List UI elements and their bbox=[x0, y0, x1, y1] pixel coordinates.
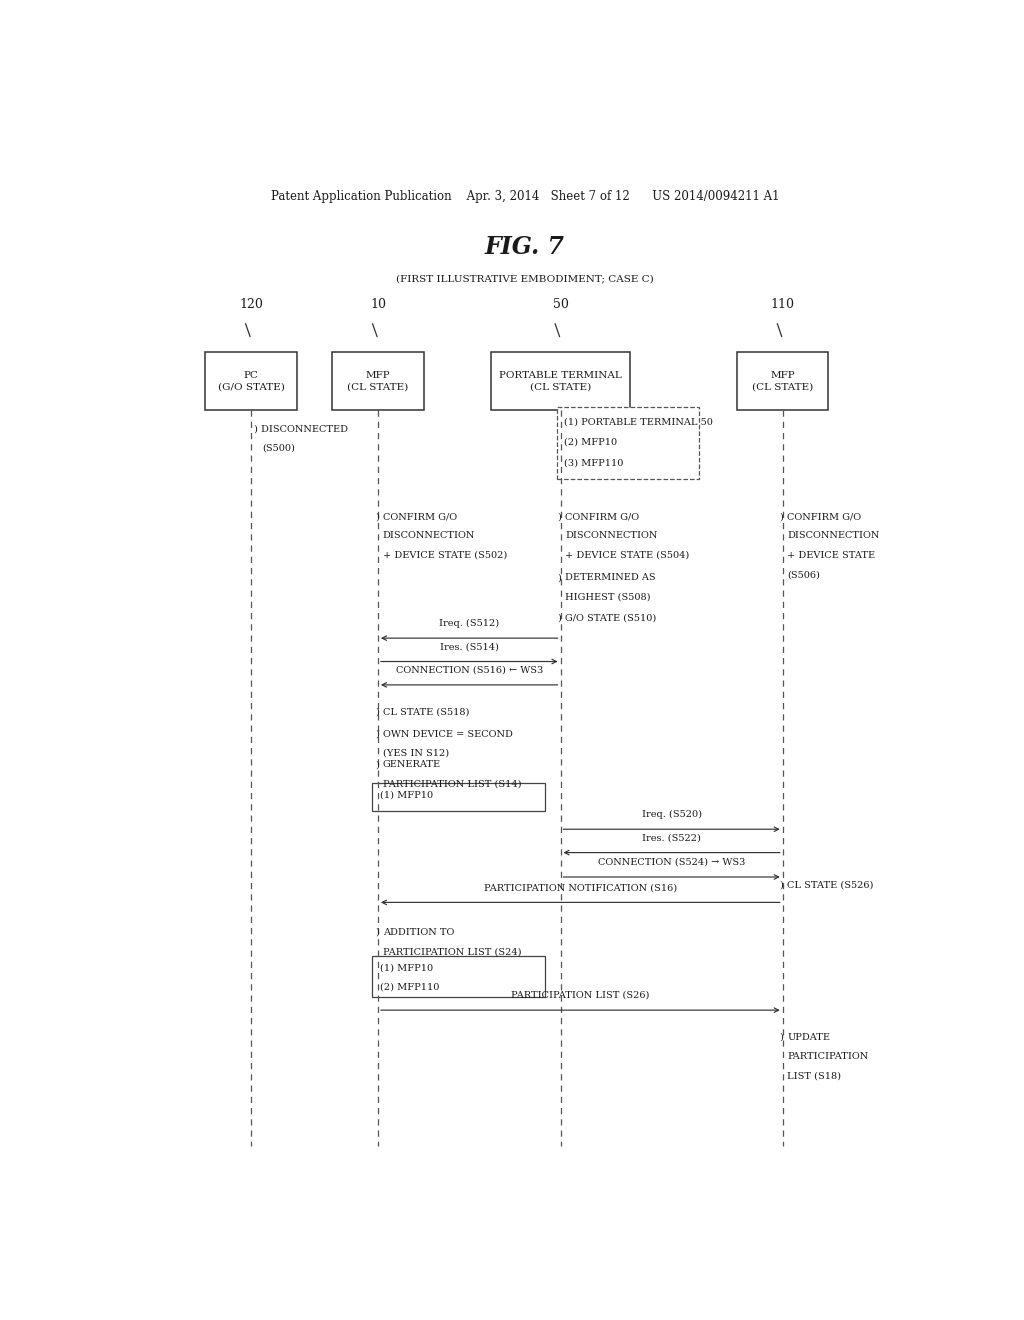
Text: OWN DEVICE = SECOND: OWN DEVICE = SECOND bbox=[383, 730, 513, 739]
Text: PARTICIPATION LIST (S26): PARTICIPATION LIST (S26) bbox=[511, 991, 649, 1001]
Text: ): ) bbox=[557, 614, 561, 623]
Text: (S506): (S506) bbox=[787, 570, 820, 579]
Text: 10: 10 bbox=[370, 298, 386, 312]
Text: CONFIRM G/O: CONFIRM G/O bbox=[787, 512, 861, 521]
Text: GENERATE: GENERATE bbox=[383, 760, 441, 770]
Text: UPDATE: UPDATE bbox=[787, 1032, 830, 1041]
Text: ): ) bbox=[375, 928, 379, 937]
Text: G/O STATE (S510): G/O STATE (S510) bbox=[565, 614, 656, 623]
Text: ): ) bbox=[375, 730, 379, 739]
Text: ): ) bbox=[375, 760, 379, 770]
Bar bbox=[372, 784, 545, 810]
Text: Ireq. (S520): Ireq. (S520) bbox=[642, 810, 701, 818]
Bar bbox=[372, 956, 545, 997]
Text: CONFIRM G/O: CONFIRM G/O bbox=[565, 512, 639, 521]
Text: (2) MFP110: (2) MFP110 bbox=[380, 982, 439, 991]
Text: PC
(G/O STATE): PC (G/O STATE) bbox=[217, 371, 285, 391]
Text: + DEVICE STATE (S502): + DEVICE STATE (S502) bbox=[383, 550, 507, 560]
Bar bbox=[206, 351, 297, 411]
Text: ): ) bbox=[557, 573, 561, 582]
Text: CL STATE (S518): CL STATE (S518) bbox=[383, 708, 469, 717]
Text: Ireq. (S512): Ireq. (S512) bbox=[439, 619, 500, 628]
Text: MFP
(CL STATE): MFP (CL STATE) bbox=[752, 371, 813, 391]
Bar bbox=[333, 351, 424, 411]
Text: PARTICIPATION: PARTICIPATION bbox=[787, 1052, 868, 1061]
Text: (1) PORTABLE TERMINAL 50: (1) PORTABLE TERMINAL 50 bbox=[564, 417, 714, 426]
Text: MFP
(CL STATE): MFP (CL STATE) bbox=[347, 371, 409, 391]
Text: (3) MFP110: (3) MFP110 bbox=[564, 458, 624, 467]
Text: ): ) bbox=[779, 880, 783, 890]
Text: ): ) bbox=[375, 708, 379, 717]
Text: Ires. (S522): Ires. (S522) bbox=[642, 833, 701, 842]
Text: CONNECTION (S516) ← WS3: CONNECTION (S516) ← WS3 bbox=[395, 665, 543, 675]
Text: (S500): (S500) bbox=[262, 444, 295, 453]
Bar bbox=[492, 351, 630, 411]
Text: (2) MFP10: (2) MFP10 bbox=[564, 438, 617, 447]
Text: FIG. 7: FIG. 7 bbox=[484, 235, 565, 259]
Text: PARTICIPATION LIST (S14): PARTICIPATION LIST (S14) bbox=[383, 779, 521, 788]
Text: CONNECTION (S524) → WS3: CONNECTION (S524) → WS3 bbox=[598, 858, 745, 867]
Bar bbox=[557, 408, 699, 479]
Text: PORTABLE TERMINAL
(CL STATE): PORTABLE TERMINAL (CL STATE) bbox=[499, 371, 622, 391]
Text: (YES IN S12): (YES IN S12) bbox=[383, 748, 449, 758]
Text: 120: 120 bbox=[239, 298, 263, 312]
Text: ): ) bbox=[779, 1032, 783, 1041]
Text: ): ) bbox=[779, 512, 783, 521]
Text: HIGHEST (S508): HIGHEST (S508) bbox=[565, 593, 651, 602]
Text: 110: 110 bbox=[771, 298, 795, 312]
Text: ADDITION TO: ADDITION TO bbox=[383, 928, 454, 937]
Text: + DEVICE STATE (S504): + DEVICE STATE (S504) bbox=[565, 550, 689, 560]
Bar bbox=[737, 351, 828, 411]
Text: + DEVICE STATE: + DEVICE STATE bbox=[787, 550, 876, 560]
Text: LIST (S18): LIST (S18) bbox=[787, 1071, 842, 1080]
Text: (FIRST ILLUSTRATIVE EMBODIMENT; CASE C): (FIRST ILLUSTRATIVE EMBODIMENT; CASE C) bbox=[396, 275, 653, 284]
Text: ): ) bbox=[375, 512, 379, 521]
Text: ) DISCONNECTED: ) DISCONNECTED bbox=[254, 425, 348, 434]
Text: DETERMINED AS: DETERMINED AS bbox=[565, 573, 656, 582]
Text: (1) MFP10: (1) MFP10 bbox=[380, 964, 433, 973]
Text: Ires. (S514): Ires. (S514) bbox=[440, 643, 499, 651]
Text: (1) MFP10: (1) MFP10 bbox=[380, 791, 433, 800]
Text: ): ) bbox=[557, 512, 561, 521]
Text: DISCONNECTION: DISCONNECTION bbox=[565, 532, 657, 540]
Text: PARTICIPATION LIST (S24): PARTICIPATION LIST (S24) bbox=[383, 948, 521, 956]
Text: 50: 50 bbox=[553, 298, 568, 312]
Text: CONFIRM G/O: CONFIRM G/O bbox=[383, 512, 457, 521]
Text: CL STATE (S526): CL STATE (S526) bbox=[787, 880, 873, 890]
Text: Patent Application Publication    Apr. 3, 2014   Sheet 7 of 12      US 2014/0094: Patent Application Publication Apr. 3, 2… bbox=[270, 190, 779, 202]
Text: PARTICIPATION NOTIFICATION (S16): PARTICIPATION NOTIFICATION (S16) bbox=[483, 883, 677, 892]
Text: DISCONNECTION: DISCONNECTION bbox=[383, 532, 475, 540]
Text: DISCONNECTION: DISCONNECTION bbox=[787, 532, 880, 540]
